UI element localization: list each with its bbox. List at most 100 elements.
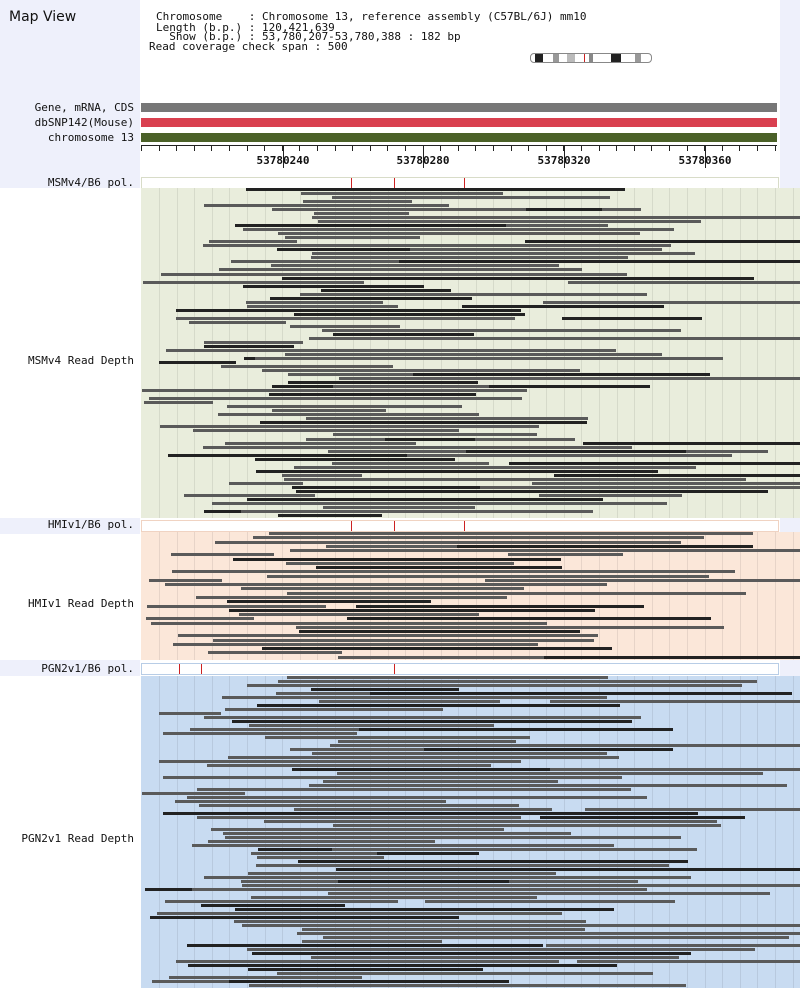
read-bar[interactable]	[338, 880, 509, 883]
snp-marker[interactable]	[394, 178, 395, 188]
read-bar[interactable]	[184, 494, 315, 497]
read-bar[interactable]	[301, 192, 503, 195]
read-bar[interactable]	[228, 756, 619, 759]
read-bar[interactable]	[176, 960, 559, 963]
dbsnp-track-bar[interactable]	[141, 118, 777, 127]
read-bar[interactable]	[323, 936, 789, 939]
read-bar[interactable]	[272, 409, 386, 412]
read-bar[interactable]	[257, 856, 384, 859]
read-bar[interactable]	[176, 317, 515, 320]
read-bar[interactable]	[292, 768, 553, 771]
read-bar[interactable]	[150, 916, 459, 919]
read-bar[interactable]	[142, 389, 527, 392]
read-bar[interactable]	[248, 968, 483, 971]
read-bar[interactable]	[585, 808, 800, 811]
read-bar[interactable]	[399, 260, 800, 263]
read-bar[interactable]	[239, 613, 479, 616]
read-bar[interactable]	[241, 510, 593, 513]
read-bar[interactable]	[356, 605, 644, 608]
read-bar[interactable]	[151, 622, 547, 625]
read-bar[interactable]	[539, 494, 682, 497]
read-bar[interactable]	[328, 892, 770, 895]
read-bar[interactable]	[251, 852, 377, 855]
read-bar[interactable]	[321, 289, 451, 292]
read-bar[interactable]	[294, 808, 552, 811]
read-bar[interactable]	[212, 502, 667, 505]
read-bar[interactable]	[395, 932, 800, 935]
read-bar[interactable]	[508, 553, 623, 556]
read-bar[interactable]	[299, 630, 580, 633]
read-bar[interactable]	[438, 353, 662, 356]
read-bar[interactable]	[253, 536, 679, 539]
read-bar[interactable]	[225, 442, 416, 445]
read-bar[interactable]	[169, 976, 362, 979]
read-bar[interactable]	[233, 558, 561, 561]
read-bar[interactable]	[359, 728, 673, 731]
read-bar[interactable]	[287, 676, 608, 679]
read-bar[interactable]	[333, 385, 489, 388]
read-bar[interactable]	[370, 692, 792, 695]
read-bar[interactable]	[225, 708, 443, 711]
read-bar[interactable]	[286, 562, 514, 565]
read-bar[interactable]	[466, 450, 686, 453]
read-bar[interactable]	[221, 365, 393, 368]
read-bar[interactable]	[146, 617, 254, 620]
read-bar[interactable]	[303, 200, 412, 203]
snp-marker[interactable]	[464, 178, 465, 188]
read-bar[interactable]	[149, 579, 222, 582]
pgn2v1-polymorphism-track[interactable]	[141, 663, 779, 675]
hmiv1-polymorphism-track[interactable]	[141, 520, 779, 532]
read-bar[interactable]	[488, 812, 698, 815]
read-bar[interactable]	[306, 417, 588, 420]
read-bar[interactable]	[232, 720, 632, 723]
read-bar[interactable]	[302, 716, 641, 719]
read-bar[interactable]	[309, 784, 787, 787]
read-bar[interactable]	[550, 768, 800, 771]
read-bar[interactable]	[302, 928, 585, 931]
read-bar[interactable]	[413, 373, 710, 376]
read-bar[interactable]	[419, 680, 573, 683]
read-bar[interactable]	[278, 232, 640, 235]
read-bar[interactable]	[312, 216, 529, 219]
pgn2v1-read-depth-lane[interactable]	[141, 676, 800, 988]
read-bar[interactable]	[323, 293, 552, 296]
read-bar[interactable]	[252, 952, 691, 955]
read-bar[interactable]	[218, 413, 479, 416]
read-bar[interactable]	[168, 454, 482, 457]
read-bar[interactable]	[249, 984, 686, 987]
read-bar[interactable]	[219, 268, 582, 271]
read-bar[interactable]	[272, 208, 641, 211]
read-bar[interactable]	[209, 240, 297, 243]
read-bar[interactable]	[296, 490, 768, 493]
read-bar[interactable]	[143, 281, 364, 284]
read-bar[interactable]	[152, 980, 229, 983]
read-bar[interactable]	[165, 900, 398, 903]
read-bar[interactable]	[192, 844, 614, 847]
read-bar[interactable]	[242, 924, 599, 927]
read-bar[interactable]	[482, 329, 555, 332]
read-bar[interactable]	[311, 256, 628, 259]
read-bar[interactable]	[256, 470, 658, 473]
read-bar[interactable]	[347, 617, 711, 620]
read-bar[interactable]	[523, 532, 753, 535]
read-bar[interactable]	[577, 960, 800, 963]
read-bar[interactable]	[159, 760, 521, 763]
read-bar[interactable]	[175, 800, 446, 803]
read-bar[interactable]	[213, 639, 594, 642]
snp-marker[interactable]	[201, 664, 202, 674]
read-bar[interactable]	[573, 744, 800, 747]
gene-track-bar[interactable]	[141, 103, 777, 112]
read-bar[interactable]	[323, 506, 475, 509]
read-bar[interactable]	[189, 980, 509, 983]
read-bar[interactable]	[312, 752, 607, 755]
read-bar[interactable]	[201, 904, 345, 907]
read-bar[interactable]	[374, 349, 616, 352]
read-bar[interactable]	[159, 712, 221, 715]
read-bar[interactable]	[294, 313, 525, 316]
read-bar[interactable]	[249, 724, 494, 727]
read-bar[interactable]	[271, 264, 559, 267]
read-bar[interactable]	[229, 609, 595, 612]
read-bar[interactable]	[163, 732, 357, 735]
read-bar[interactable]	[312, 872, 458, 875]
read-bar[interactable]	[207, 764, 491, 767]
